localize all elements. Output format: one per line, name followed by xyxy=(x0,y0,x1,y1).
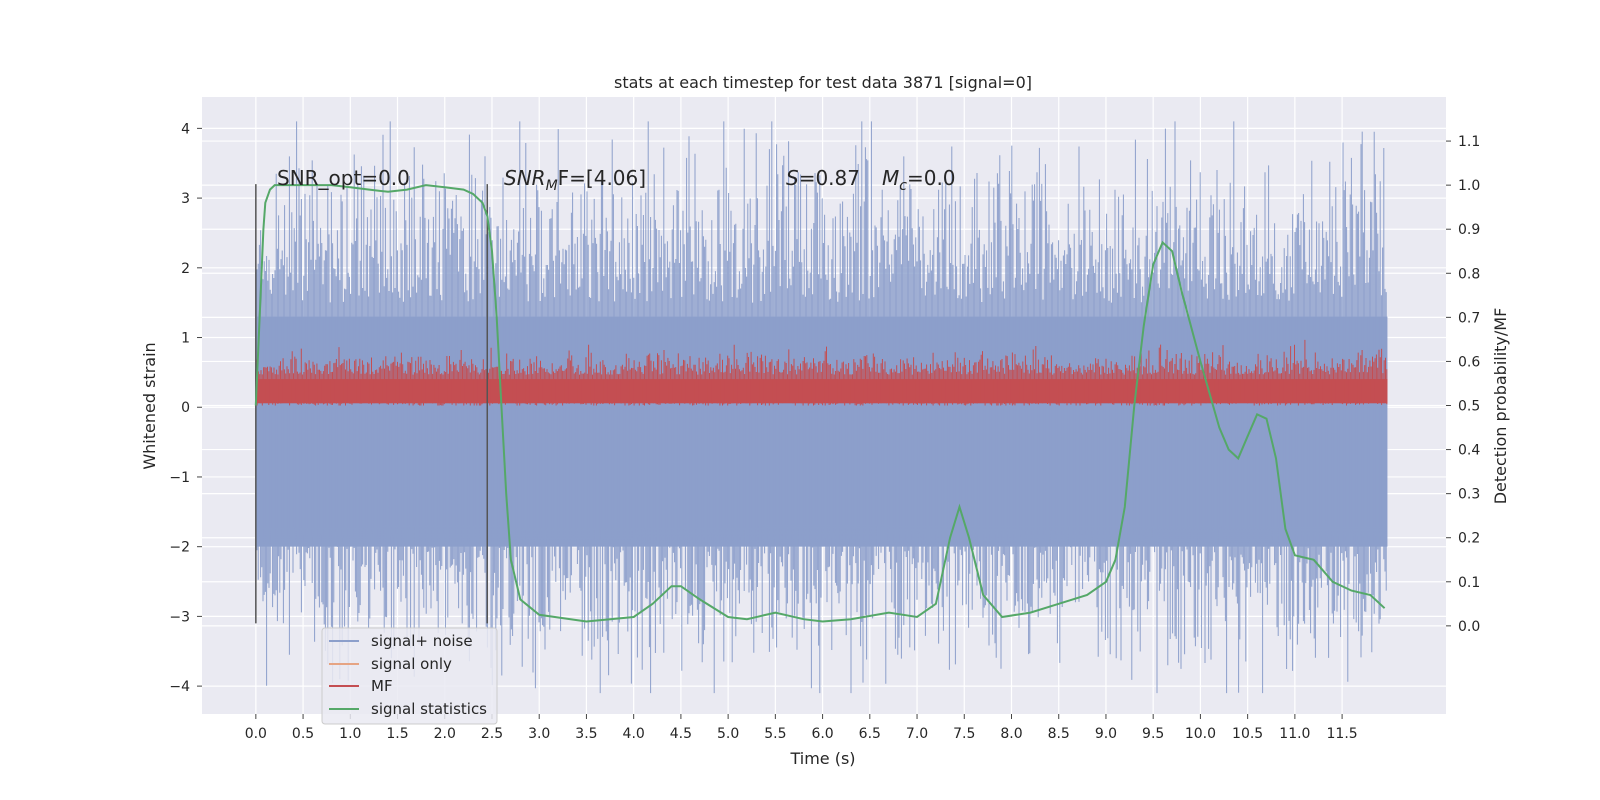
annotation-snr-mf: SNRMF=[4.06] xyxy=(504,166,646,194)
x-tick-label: 8.0 xyxy=(1000,726,1022,742)
s-label: S xyxy=(786,166,799,190)
noise-core-band xyxy=(255,316,1388,547)
x-tick-label: 3.0 xyxy=(528,726,550,742)
legend-label-signal-only: signal only xyxy=(371,655,452,673)
y-right-tick-label: 0.2 xyxy=(1458,531,1480,547)
annotation-mc: Mc=0.0 xyxy=(882,166,956,194)
y-right-tick-label: 0.0 xyxy=(1458,619,1480,635)
mc-sub: c xyxy=(899,178,907,194)
legend-label-stats: signal statistics xyxy=(371,700,487,718)
x-tick-label: 1.5 xyxy=(386,726,408,742)
y-right-tick-label: 0.7 xyxy=(1458,310,1480,326)
y-right-tick-label: 1.1 xyxy=(1458,134,1480,150)
x-tick-label: 7.5 xyxy=(953,726,975,742)
x-tick-label: 6.5 xyxy=(859,726,881,742)
x-tick-label: 8.5 xyxy=(1048,726,1070,742)
y-right-tick-label: 0.4 xyxy=(1458,443,1480,459)
x-tick-label: 4.0 xyxy=(623,726,645,742)
mc-value: =0.0 xyxy=(907,166,956,190)
y-left-tick-label: −3 xyxy=(169,609,190,625)
y-right-axis-label: Detection probability/MF xyxy=(1491,308,1510,505)
legend-label-mf: MF xyxy=(371,677,393,695)
x-tick-label: 6.0 xyxy=(811,726,833,742)
y-left-tick-label: 4 xyxy=(181,121,190,137)
x-tick-label: 1.0 xyxy=(339,726,361,742)
x-tick-label: 10.0 xyxy=(1185,726,1216,742)
x-tick-label: 11.0 xyxy=(1279,726,1310,742)
x-tick-label: 5.5 xyxy=(764,726,786,742)
x-tick-labels: 0.0 0.5 1.0 1.5 2.0 2.5 3.0 3.5 4.0 4.5 5.0 5.5 6.0 6… xyxy=(245,714,1358,742)
x-tick-label: 10.5 xyxy=(1232,726,1263,742)
y-left-tick-label: 1 xyxy=(181,331,190,347)
legend-box xyxy=(321,627,498,725)
signal-statistics-series xyxy=(254,184,1386,623)
y-right-tick-label: 0.9 xyxy=(1458,222,1480,238)
y-right-tick-label: 0.6 xyxy=(1458,354,1480,370)
y-left-tick-labels: −4 −3 −2 −1 0 1 2 3 4 xyxy=(169,121,202,695)
s-value: =0.87 xyxy=(799,166,860,190)
legend: signal+ noise signal only MF signal stat… xyxy=(321,627,498,725)
y-right-tick-labels: 0.0 0.1 0.2 0.3 0.4 0.5 0.6 0.7 0.8 0.9 1.0 1.1 xyxy=(1446,134,1480,635)
y-right-tick-label: 0.5 xyxy=(1458,399,1480,415)
snr-mf-label: SNR xyxy=(504,166,546,190)
mc-label: M xyxy=(882,166,899,190)
legend-label-noise: signal+ noise xyxy=(371,632,473,650)
chart-title: stats at each timestep for test data 387… xyxy=(614,73,1032,92)
y-right-tick-label: 1.0 xyxy=(1458,178,1480,194)
x-tick-label: 4.5 xyxy=(670,726,692,742)
y-right-tick-label: 0.8 xyxy=(1458,266,1480,282)
y-left-tick-label: −2 xyxy=(169,540,190,556)
x-axis-label: Time (s) xyxy=(789,749,855,768)
snr-mf-rest: F=[4.06] xyxy=(558,166,646,190)
x-tick-label: 9.5 xyxy=(1142,726,1164,742)
snr-mf-sub: M xyxy=(546,178,558,194)
x-tick-label: 0.0 xyxy=(245,726,267,742)
x-tick-label: 9.0 xyxy=(1095,726,1117,742)
y-left-tick-label: −1 xyxy=(169,470,190,486)
y-right-tick-label: 0.3 xyxy=(1458,487,1480,503)
y-left-axis-label: Whitened strain xyxy=(140,342,159,469)
y-left-tick-label: 3 xyxy=(181,191,190,207)
y-right-tick-label: 0.1 xyxy=(1458,575,1480,591)
x-tick-label: 7.0 xyxy=(906,726,928,742)
annotation-s: S=0.87 xyxy=(786,166,860,190)
y-left-tick-label: −4 xyxy=(169,679,190,695)
y-left-tick-label: 2 xyxy=(181,261,190,277)
x-tick-label: 0.5 xyxy=(292,726,314,742)
x-tick-label: 11.5 xyxy=(1327,726,1358,742)
x-tick-label: 5.0 xyxy=(717,726,739,742)
x-tick-label: 3.5 xyxy=(575,726,597,742)
x-tick-label: 2.0 xyxy=(434,726,456,742)
annotation-snr-opt: SNR_opt=0.0 xyxy=(277,166,410,190)
y-left-tick-label: 0 xyxy=(181,400,190,416)
x-tick-label: 2.5 xyxy=(481,726,503,742)
mf-series xyxy=(255,339,1388,406)
